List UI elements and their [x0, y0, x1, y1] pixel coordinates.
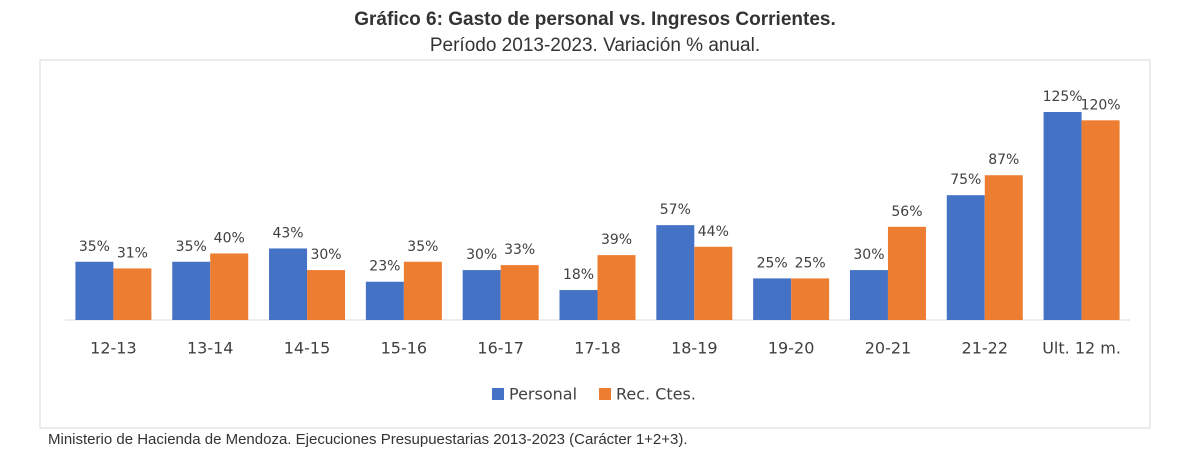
data-label: 120%: [1081, 97, 1121, 113]
data-label: 31%: [117, 245, 148, 261]
bar: [791, 278, 830, 320]
data-label: 43%: [272, 225, 303, 241]
bar: [75, 261, 114, 320]
x-tick-label: 13-14: [187, 339, 234, 358]
bar: [500, 265, 539, 320]
data-label: 25%: [757, 255, 788, 271]
source-note: Ministerio de Hacienda de Mendoza. Ejecu…: [48, 431, 688, 448]
x-tick-label: 15-16: [381, 339, 428, 358]
bar: [597, 255, 636, 320]
data-label: 87%: [988, 152, 1019, 168]
bar: [887, 226, 926, 320]
bar: [462, 270, 501, 320]
chart-title: Gráfico 6: Gasto de personal vs. Ingreso…: [354, 9, 836, 30]
bar: [694, 246, 733, 320]
x-tick-label: 20-21: [865, 339, 912, 358]
data-label: 125%: [1043, 89, 1083, 105]
data-label: 39%: [601, 232, 632, 248]
bar: [403, 261, 442, 320]
bar: [849, 270, 888, 320]
legend-swatch: [492, 388, 504, 400]
bar: [1043, 112, 1082, 320]
bar: [946, 195, 985, 320]
bar: [269, 248, 308, 320]
data-label: 33%: [504, 242, 535, 258]
legend-label: Rec. Ctes.: [616, 385, 696, 404]
data-label: 40%: [214, 230, 245, 246]
data-label: 35%: [407, 239, 438, 255]
legend-label: Personal: [509, 385, 577, 404]
data-label: 57%: [660, 202, 691, 218]
data-label: 18%: [563, 267, 594, 283]
data-label: 75%: [950, 172, 981, 188]
bar: [307, 270, 346, 320]
data-label: 25%: [795, 255, 826, 271]
bar: [113, 268, 152, 320]
x-tick-label: 19-20: [768, 339, 815, 358]
data-label: 30%: [853, 247, 884, 263]
bar: [172, 261, 211, 320]
chart-subtitle: Período 2013-2023. Variación % anual.: [430, 35, 760, 56]
chart-frame: [39, 59, 1151, 429]
x-tick-label: 17-18: [574, 339, 621, 358]
bar: [559, 290, 598, 320]
x-tick-label: 18-19: [671, 339, 718, 358]
bar: [1081, 120, 1120, 320]
data-label: 23%: [369, 259, 400, 275]
bar: [210, 253, 249, 320]
bar: [984, 175, 1023, 320]
x-tick-label: 16-17: [477, 339, 524, 358]
data-label: 56%: [891, 204, 922, 220]
data-label: 35%: [176, 239, 207, 255]
bar: [753, 278, 792, 320]
x-tick-label: Ult. 12 m.: [1042, 339, 1121, 358]
x-tick-label: 21-22: [962, 339, 1009, 358]
data-label: 44%: [698, 224, 729, 240]
data-label: 30%: [466, 247, 497, 263]
data-label: 35%: [79, 239, 110, 255]
x-tick-label: 12-13: [90, 339, 137, 358]
data-label: 30%: [310, 247, 341, 263]
bar: [656, 225, 695, 320]
x-tick-label: 14-15: [284, 339, 331, 358]
bar: [365, 281, 404, 320]
legend-swatch: [599, 388, 612, 400]
